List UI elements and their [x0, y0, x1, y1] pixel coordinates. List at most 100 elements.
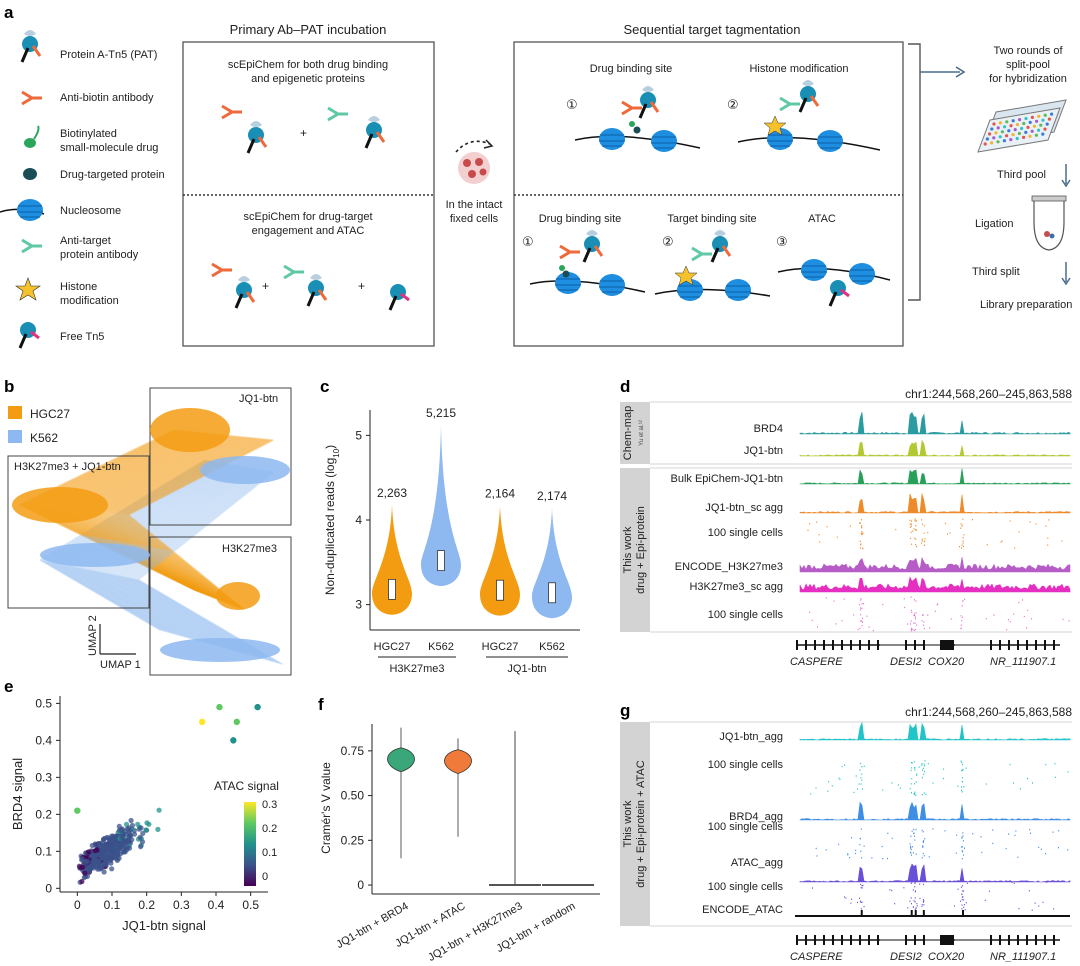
- single-cell-read: [922, 614, 924, 616]
- scatter-point: [124, 844, 131, 850]
- colorbar: [244, 802, 256, 886]
- single-cell-read: [966, 882, 968, 884]
- single-cell-read: [962, 840, 964, 842]
- umap-line: [83, 509, 225, 603]
- encode-peak: [962, 910, 964, 916]
- track-label: ENCODE_H3K27me3: [675, 561, 783, 573]
- scatter-point: [137, 834, 143, 840]
- x-tick-label: 0.3: [173, 898, 190, 912]
- single-cell-read: [812, 887, 813, 889]
- single-cell-read: [859, 540, 861, 542]
- single-cell-read: [914, 616, 916, 618]
- single-cell-read: [949, 532, 951, 534]
- single-cell-read: [927, 614, 929, 616]
- exon: [868, 935, 870, 945]
- single-cell-read: [928, 856, 930, 858]
- exon: [1017, 935, 1019, 945]
- umap-line: [87, 510, 227, 604]
- single-cell-read: [921, 777, 923, 779]
- single-cell-read: [815, 787, 817, 789]
- pat-icon: [20, 28, 42, 64]
- umap-line: [59, 563, 186, 638]
- single-cell-read: [1013, 882, 1015, 884]
- single-cell-read: [1046, 881, 1048, 883]
- umap-line: [62, 563, 190, 639]
- scatter-point: [109, 866, 115, 872]
- single-cell-read: [962, 832, 964, 834]
- single-cell-read: [911, 543, 913, 545]
- single-cell-read: [986, 880, 988, 883]
- track-label: H3K27me3_sc agg: [689, 581, 783, 593]
- plate-well: [983, 142, 987, 146]
- x-tick-label: 0.5: [242, 898, 259, 912]
- single-cell-read: [903, 598, 905, 600]
- x-tick-label: 0: [74, 898, 81, 912]
- plate-well: [990, 141, 994, 145]
- single-cell-read: [964, 598, 966, 600]
- scatter-point: [129, 822, 135, 829]
- signal-track: [799, 493, 1071, 514]
- scatter-point: [254, 703, 261, 711]
- violin-box-3: [548, 582, 556, 604]
- plate-well: [1015, 123, 1020, 127]
- single-cell-read: [914, 793, 916, 796]
- single-cell-read: [916, 774, 918, 776]
- x-tick-label: JQ1-btn + H3K27me3: [426, 900, 524, 964]
- single-cell-read: [910, 835, 912, 837]
- colorbar-tick: 0.2: [262, 823, 277, 835]
- single-cell-read: [860, 883, 862, 886]
- single-cell-read: [860, 543, 862, 545]
- seq-bottom-label-1: Drug binding site: [539, 213, 622, 225]
- single-cell-read: [860, 783, 862, 785]
- single-cell-read: [927, 531, 929, 534]
- primary-top-line-2: and epigenetic proteins: [251, 73, 365, 85]
- gene-label: CASPERE: [790, 951, 843, 963]
- seq-top-label-1: Drug binding site: [590, 63, 673, 75]
- single-cell-read: [861, 526, 862, 528]
- umap-line: [49, 561, 173, 635]
- exon: [823, 935, 825, 945]
- colorbar-tick: 0: [262, 871, 268, 883]
- scatter-point: [79, 878, 85, 885]
- umap-cluster: [40, 543, 150, 567]
- exon: [1026, 640, 1028, 650]
- single-cell-read: [1057, 847, 1059, 849]
- legend-hgc27: HGC27: [30, 407, 70, 421]
- single-cell-read: [925, 793, 927, 795]
- single-cell-read: [1015, 830, 1017, 832]
- single-cell-read: [914, 537, 916, 539]
- single-cell-read: [961, 620, 963, 622]
- single-cell-read: [1007, 619, 1009, 621]
- single-cell-read: [859, 627, 861, 629]
- y-tick-label: 0.5: [35, 696, 52, 710]
- single-cell-read: [911, 767, 913, 769]
- legend-a-pat: Protein A-Tn5 (PAT): [60, 49, 157, 61]
- panel-label-a: a: [4, 3, 14, 22]
- single-cell-read: [910, 596, 912, 598]
- single-cell-read: [962, 851, 963, 853]
- x-tick-label: 0.1: [104, 898, 121, 912]
- arrow-right-icon: [920, 66, 966, 78]
- single-cell-read: [872, 629, 874, 632]
- legend-a-antibiotin: Anti-biotin antibody: [60, 92, 154, 104]
- gene-label: COX20: [928, 951, 965, 963]
- scatter-point: [86, 849, 92, 855]
- single-cell-read: [909, 843, 911, 845]
- umap-line: [125, 438, 273, 516]
- violin-box-1: [437, 550, 445, 572]
- single-cell-read: [863, 765, 865, 767]
- single-cell-read: [985, 618, 987, 620]
- single-cell-read: [923, 900, 925, 902]
- plate-well: [988, 132, 992, 136]
- x-tick-label: 0.2: [138, 898, 155, 912]
- umap-line: [51, 561, 175, 635]
- single-cell-read: [1035, 523, 1037, 525]
- single-cell-read: [1053, 908, 1055, 910]
- single-cell-read: [912, 889, 914, 891]
- violin-chart-c: 3 4 5 Non-duplicated reads (log10) 2,263 HGC2…: [323, 406, 580, 675]
- single-cell-read: [859, 769, 861, 771]
- scatter-point: [80, 864, 86, 870]
- single-cell-read: [912, 880, 914, 882]
- y-axis-label: BRD4 signal: [10, 758, 25, 830]
- panel-label-b: b: [4, 377, 14, 396]
